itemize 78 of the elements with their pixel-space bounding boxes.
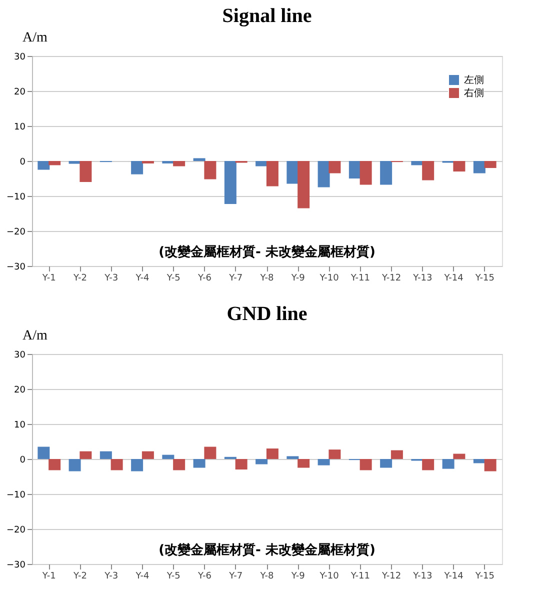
y-tick-label: −10 (6, 192, 26, 202)
x-tick-label: Y-8 (259, 572, 274, 582)
y-tick-label: 10 (14, 122, 26, 132)
bar (100, 451, 112, 459)
x-tick-label: Y-7 (228, 572, 243, 582)
x-tick-label: Y-15 (474, 572, 494, 582)
x-tick-label: Y-1 (41, 572, 56, 582)
chart-title: GND line (226, 303, 308, 325)
y-tick-label: 30 (14, 52, 26, 62)
bar (360, 459, 372, 470)
x-tick-label: Y-14 (443, 274, 464, 284)
y-axis-title: A/m (22, 328, 48, 344)
x-tick-label: Y-8 (259, 274, 274, 284)
bar (131, 459, 144, 472)
bar (422, 459, 434, 470)
x-tick-label: Y-2 (72, 572, 87, 582)
x-tick-label: Y-14 (443, 572, 464, 582)
bar (48, 459, 61, 470)
bar (298, 459, 310, 468)
bar (390, 450, 403, 459)
x-tick-label: Y-7 (228, 274, 243, 284)
bar (453, 454, 466, 459)
bar (380, 459, 392, 468)
x-tick-label: Y-4 (134, 274, 150, 284)
bar (256, 459, 268, 464)
y-tick-label: 20 (14, 386, 26, 396)
bar (193, 459, 206, 468)
bar (142, 451, 154, 459)
x-tick-label: Y-15 (474, 274, 494, 284)
y-tick-label: 0 (20, 456, 26, 466)
x-tick-label: Y-12 (380, 274, 402, 284)
y-tick-label: 10 (14, 420, 26, 430)
bar (80, 451, 92, 459)
bar (318, 459, 330, 466)
x-tick-label: Y-5 (166, 572, 180, 582)
legend-label: 左側 (464, 74, 484, 86)
x-tick-label: Y-13 (412, 274, 432, 284)
bar (68, 459, 81, 472)
x-tick-label: Y-6 (197, 274, 212, 284)
bar (442, 459, 454, 469)
y-tick-label: −20 (6, 228, 26, 238)
x-tick-label: Y-3 (104, 572, 118, 582)
x-tick-label: Y-6 (197, 572, 212, 582)
x-tick-label: Y-9 (290, 274, 306, 284)
y-axis-title: A/m (22, 30, 48, 46)
y-tick-label: −30 (6, 262, 26, 272)
bar (235, 459, 248, 470)
x-tick-label: Y-1 (41, 274, 56, 284)
x-tick-label: Y-4 (134, 572, 150, 582)
x-tick-label: Y-11 (350, 572, 370, 582)
y-tick-label: −30 (6, 560, 26, 570)
annotation: (改變金屬框材質- 未改變金屬框材質) (158, 542, 376, 558)
chart-title: Signal line (222, 5, 312, 27)
bar (162, 454, 174, 459)
x-tick-label: Y-13 (412, 572, 432, 582)
y-tick-label: −20 (6, 526, 26, 536)
x-tick-label: Y-10 (318, 274, 340, 284)
x-tick-label: Y-3 (104, 274, 118, 284)
y-tick-label: 20 (14, 88, 26, 98)
bar (110, 459, 123, 470)
y-tick-label: 0 (20, 158, 26, 168)
bar (484, 459, 496, 472)
x-tick-label: Y-2 (72, 274, 87, 284)
y-tick-label: 30 (14, 350, 26, 360)
bar (38, 446, 50, 459)
y-tick-label: −10 (6, 490, 26, 500)
bar (204, 446, 216, 459)
bar (286, 456, 299, 459)
x-tick-label: Y-11 (350, 274, 370, 284)
bar (328, 450, 341, 459)
x-tick-label: Y-10 (318, 572, 340, 582)
bar (266, 448, 278, 459)
x-tick-label: Y-12 (380, 572, 402, 582)
legend-label: 右側 (464, 88, 484, 99)
annotation: (改變金屬框材質- 未改變金屬框材質) (158, 244, 376, 260)
x-tick-label: Y-9 (290, 572, 306, 582)
bar (173, 459, 186, 470)
x-tick-label: Y-5 (166, 274, 180, 284)
